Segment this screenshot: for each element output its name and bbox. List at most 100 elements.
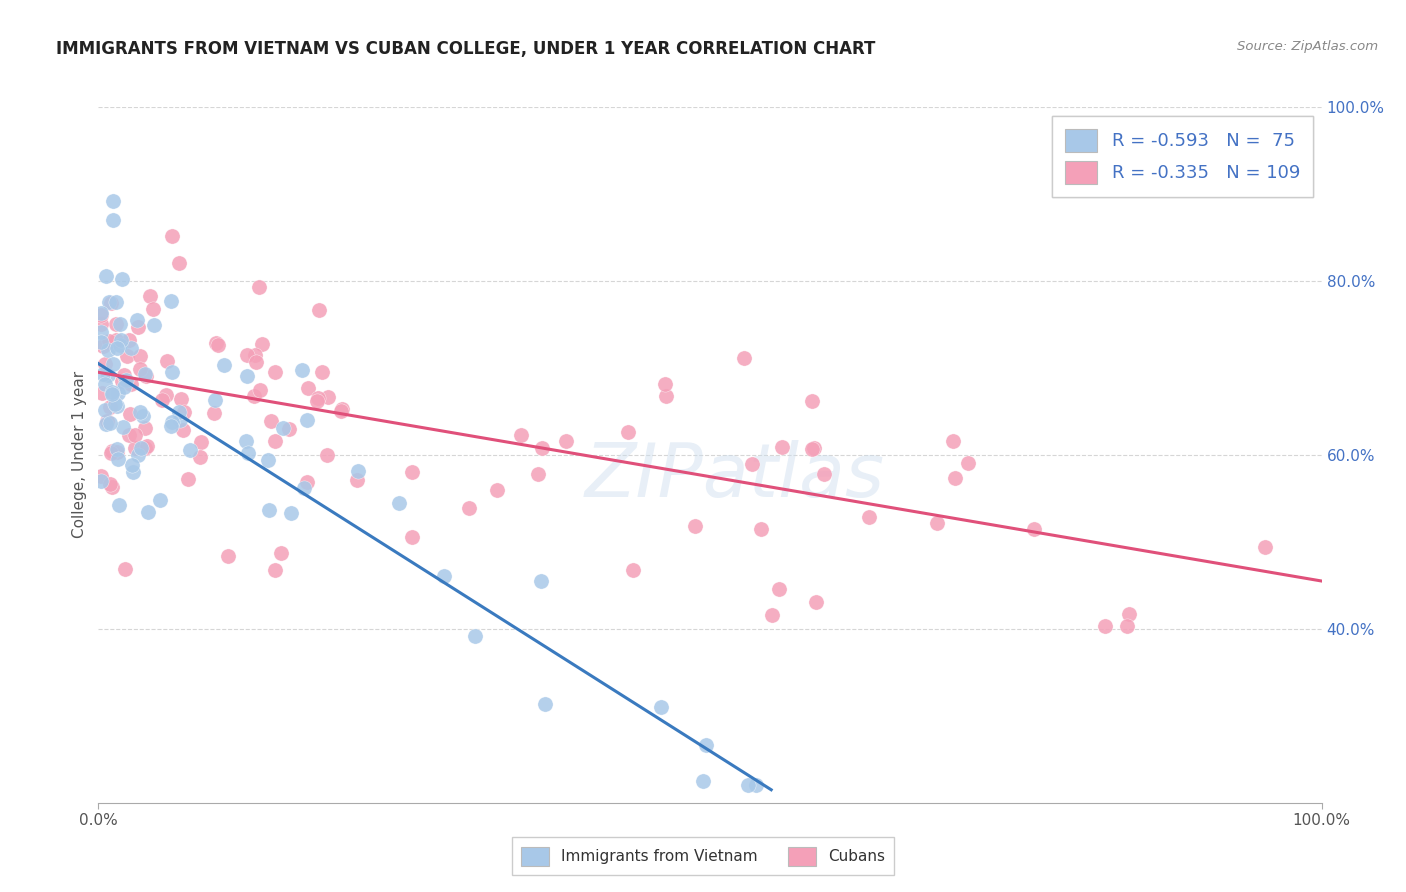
Point [858, 510, 880, 524]
Point [297, 381, 319, 395]
Point [120, 341, 142, 355]
Point [179, 443, 201, 458]
Point [122, 465, 145, 479]
Point [124, 427, 146, 442]
Point [264, 365, 287, 379]
Point [94, 376, 117, 391]
Point [100, 480, 122, 494]
Point [745, 778, 768, 792]
Point [190, 434, 212, 449]
Point [111, 374, 134, 388]
Point [217, 549, 239, 563]
Point [280, 506, 302, 520]
Point [617, 425, 640, 439]
Point [97, 343, 120, 357]
Point [250, 336, 273, 351]
Point [127, 313, 149, 327]
Point [530, 441, 553, 455]
Point [124, 441, 146, 455]
Point [104, 317, 127, 331]
Point [305, 394, 328, 409]
Point [114, 562, 136, 576]
Point [160, 365, 183, 379]
Point [621, 563, 644, 577]
Point [316, 390, 339, 404]
Point [111, 420, 134, 434]
Point [295, 475, 318, 489]
Point [96, 268, 118, 283]
Point [464, 629, 486, 643]
Point [105, 445, 128, 459]
Point [458, 501, 481, 516]
Point [534, 697, 557, 711]
Text: IMMIGRANTS FROM VIETNAM VS CUBAN COLLEGE, UNDER 1 YEAR CORRELATION CHART: IMMIGRANTS FROM VIETNAM VS CUBAN COLLEGE… [56, 40, 876, 58]
Point [115, 374, 138, 388]
Point [692, 774, 714, 789]
Point [136, 439, 159, 453]
Point [90, 317, 112, 331]
Point [120, 376, 142, 391]
Point [101, 444, 124, 458]
Point [97, 368, 120, 382]
Point [291, 363, 314, 377]
Point [957, 456, 980, 470]
Point [108, 499, 131, 513]
Point [94, 358, 117, 372]
Point [311, 365, 333, 379]
Point [204, 392, 226, 407]
Point [121, 458, 143, 472]
Point [177, 472, 200, 486]
Point [207, 338, 229, 352]
Point [156, 354, 179, 368]
Point [277, 422, 299, 436]
Point [98, 416, 121, 430]
Point [91, 339, 114, 353]
Point [1118, 607, 1140, 621]
Point [330, 402, 353, 417]
Point [100, 296, 122, 310]
Point [388, 496, 411, 510]
Point [101, 194, 124, 209]
Point [243, 389, 266, 403]
Point [90, 334, 112, 349]
Point [1116, 619, 1139, 633]
Point [555, 434, 578, 449]
Point [170, 392, 193, 406]
Point [167, 405, 190, 419]
Point [143, 318, 166, 332]
Point [308, 303, 330, 318]
Point [127, 320, 149, 334]
Point [683, 518, 706, 533]
Point [110, 333, 132, 347]
Point [107, 451, 129, 466]
Point [235, 434, 257, 448]
Point [160, 229, 183, 244]
Point [257, 453, 280, 467]
Point [128, 362, 150, 376]
Point [172, 423, 194, 437]
Point [105, 294, 128, 309]
Point [155, 388, 177, 402]
Point [945, 471, 967, 485]
Point [655, 389, 678, 403]
Point [105, 442, 128, 456]
Point [104, 397, 127, 411]
Point [108, 317, 131, 331]
Point [112, 368, 135, 383]
Point [93, 402, 115, 417]
Point [97, 294, 120, 309]
Text: ZIPatlas: ZIPatlas [585, 440, 884, 512]
Point [160, 293, 183, 308]
Point [90, 308, 112, 322]
Point [91, 386, 114, 401]
Point [169, 412, 191, 426]
Point [695, 738, 717, 752]
Point [205, 336, 228, 351]
Legend: Immigrants from Vietnam, Cubans: Immigrants from Vietnam, Cubans [512, 838, 894, 875]
Point [120, 407, 142, 421]
Point [169, 256, 191, 270]
Point [942, 434, 965, 448]
Point [136, 505, 159, 519]
Point [347, 465, 370, 479]
Point [761, 607, 783, 622]
